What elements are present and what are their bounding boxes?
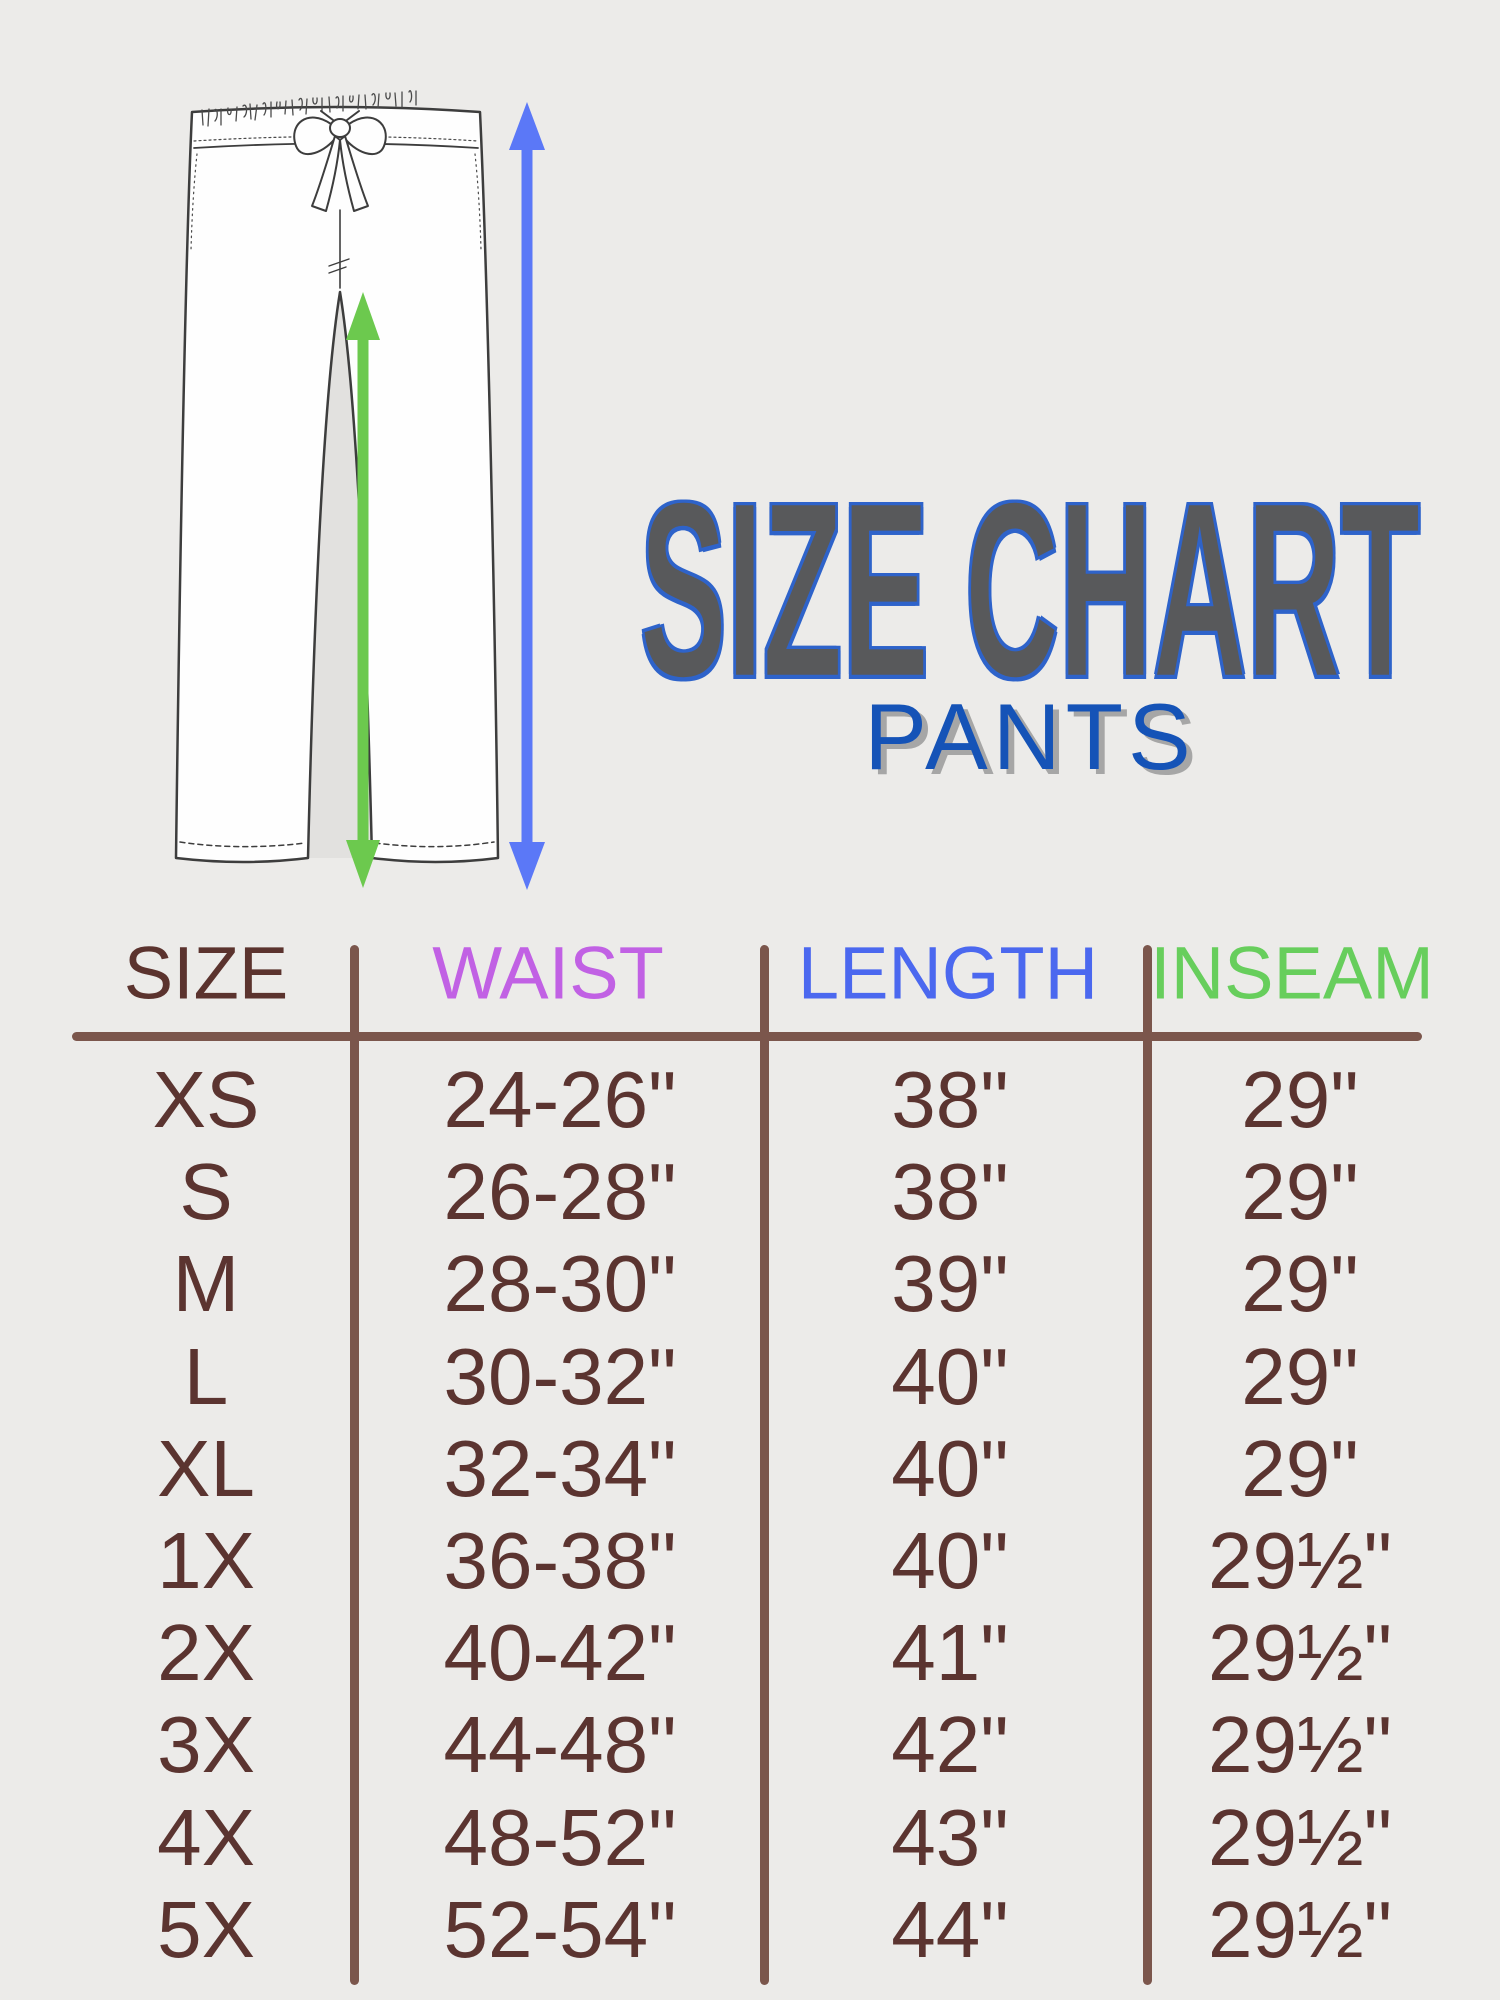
table-header-rule [72,1032,1422,1041]
cell-inseam: 29½" [1207,1884,1393,1974]
cell-waist: 40-42" [443,1608,677,1698]
cell-size: XL [157,1423,255,1513]
cell-length: 40" [891,1516,1009,1605]
cell-length: 38" [891,1055,1009,1144]
cell-waist: 26-28" [443,1147,677,1237]
column-header-length: LENGTH [797,931,1099,1015]
cell-size: 5X [157,1884,255,1974]
column-header-inseam: INSEAM [1150,931,1434,1015]
cell-waist: 28-30" [443,1239,677,1329]
pocket-dotted-left [190,153,198,251]
seam-stitch-marks [328,258,350,274]
column-header-size: SIZE [123,931,289,1015]
cell-size: 4X [157,1792,255,1882]
page-subtitle: PANTS [560,682,1500,792]
table-column-divider [1143,945,1152,1985]
cell-length: 44" [891,1884,1009,1974]
hem-stitch-left [179,841,306,848]
cell-waist: 24-26" [443,1055,677,1144]
cell-waist: 30-32" [443,1331,677,1421]
cell-inseam: 29" [1241,1147,1359,1237]
cell-waist: 32-34" [443,1423,677,1513]
table-column-divider [760,945,769,1985]
cell-waist: 48-52" [443,1792,677,1882]
hem-stitch-right [374,841,495,848]
pants-outline [174,105,500,864]
cell-size: L [183,1331,229,1421]
cell-waist: 36-38" [443,1516,677,1605]
cell-length: 40" [891,1331,1009,1421]
cell-inseam: 29" [1241,1331,1359,1421]
cell-size: S [179,1147,233,1237]
waistband-scribbles [201,90,417,127]
cell-waist: 44-48" [443,1700,677,1790]
cell-inseam: 29" [1241,1423,1359,1513]
pocket-dotted-right [474,153,482,251]
cell-inseam: 29½" [1207,1792,1393,1882]
cell-inseam: 29½" [1207,1700,1393,1790]
cell-inseam: 29" [1241,1055,1359,1144]
cell-size: XS [152,1055,260,1144]
inseam-arrow [346,292,380,888]
cell-length: 38" [891,1147,1009,1237]
cell-length: 43" [891,1792,1009,1882]
page-subtitle-text: PANTS [864,684,1196,789]
drawstring-bow [293,110,387,212]
waistband-dotted-line [193,135,479,142]
table-column-divider [350,945,359,1985]
cell-length: 41" [891,1608,1009,1698]
length-arrow [509,102,545,890]
cell-size: M [172,1239,240,1329]
pants-illustration [174,90,545,890]
leg-gap-shading [308,292,372,858]
cell-length: 42" [891,1700,1009,1790]
cell-inseam: 29" [1241,1239,1359,1329]
cell-size: 2X [157,1608,255,1698]
cell-inseam: 29½" [1207,1608,1393,1698]
cell-length: 40" [891,1423,1009,1513]
page-title: SIZE CHART [560,463,1500,716]
cell-length: 39" [891,1239,1009,1329]
column-header-waist: WAIST [432,931,664,1015]
cell-waist: 52-54" [443,1884,677,1974]
cell-size: 1X [157,1516,255,1605]
page-title-text: SIZE CHART [639,450,1420,729]
pants-drawing [174,90,500,864]
cell-inseam: 29½" [1207,1516,1393,1605]
cell-size: 3X [157,1700,255,1790]
